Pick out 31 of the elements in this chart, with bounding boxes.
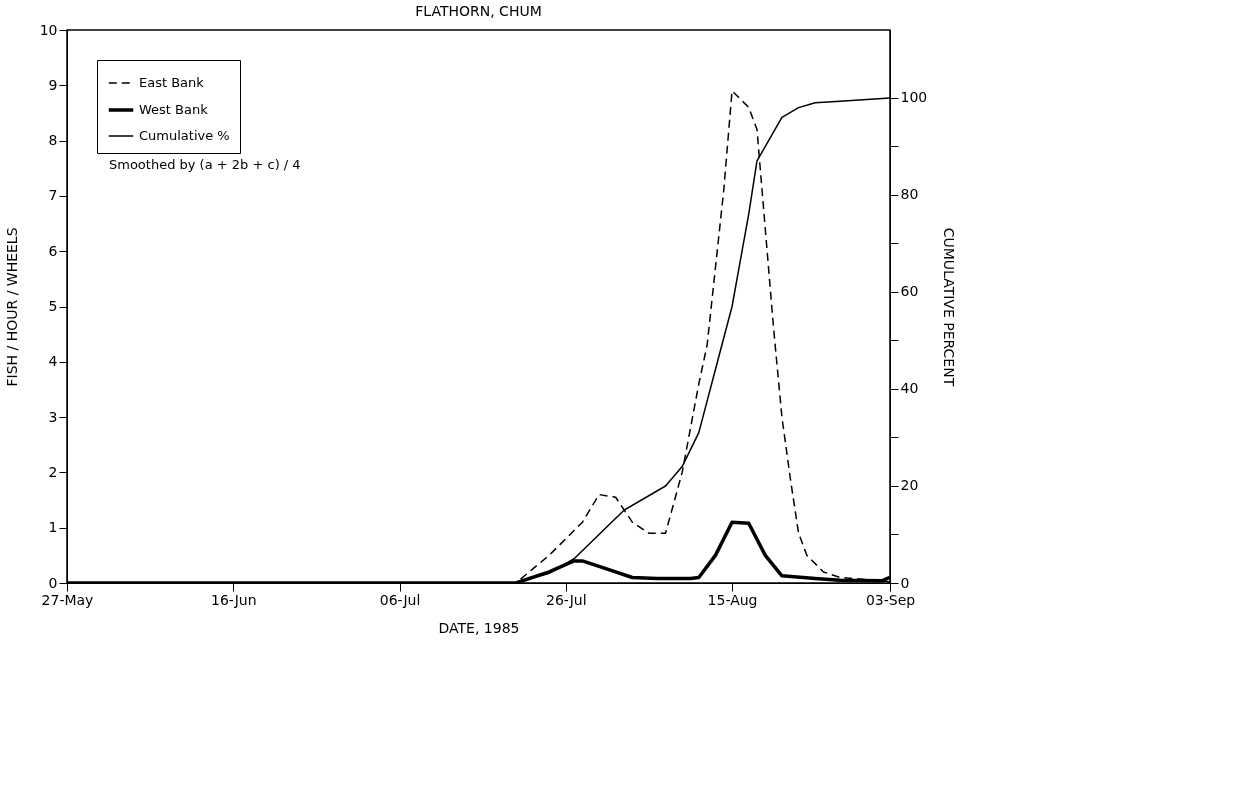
x-tick-label: 15-Aug (707, 591, 758, 608)
x-tick-label: 03-Sep (865, 591, 916, 608)
y-tick-label: 7 (48, 187, 58, 204)
y2-tick-label: 40 (900, 380, 919, 397)
y2-tick-label: 60 (900, 283, 919, 300)
y2-tick-label: 20 (900, 477, 919, 494)
y-tick-label: 8 (48, 132, 58, 149)
y-tick-label: 6 (48, 242, 58, 259)
x-tick-label: 16-Jun (211, 591, 257, 608)
y2-axis-title: CUMULATIVE PERCENT (941, 227, 958, 387)
y-axis-title: FISH / HOUR / WHEELS (3, 227, 20, 387)
legend-label: Cumulative % (139, 128, 230, 143)
y-tick-label: 9 (48, 76, 58, 93)
x-tick-label: 26-Jul (546, 591, 587, 608)
y-tick-label: 1 (48, 519, 58, 536)
x-tick-label: 27-May (41, 591, 94, 608)
y-tick-label: 5 (48, 298, 58, 314)
annotation: Smoothed by (a + 2b + c) / 4 (109, 157, 301, 172)
y-tick-label: 4 (48, 353, 58, 370)
legend-label: West Bank (139, 102, 209, 117)
y-tick-label: 3 (48, 408, 58, 425)
legend-label: East Bank (139, 75, 205, 90)
x-tick-label: 06-Jul (379, 591, 421, 608)
y-tick-label: 0 (48, 574, 58, 591)
y2-tick-label: 100 (900, 89, 928, 106)
y2-tick-label: 80 (900, 186, 919, 203)
y-tick-label: 10 (39, 21, 58, 38)
y-tick-label: 2 (48, 463, 58, 480)
x-axis-title: DATE, 1985 (438, 619, 520, 636)
chart-title: FLATHORN, CHUM (415, 3, 542, 19)
y2-tick-label: 0 (900, 574, 910, 591)
